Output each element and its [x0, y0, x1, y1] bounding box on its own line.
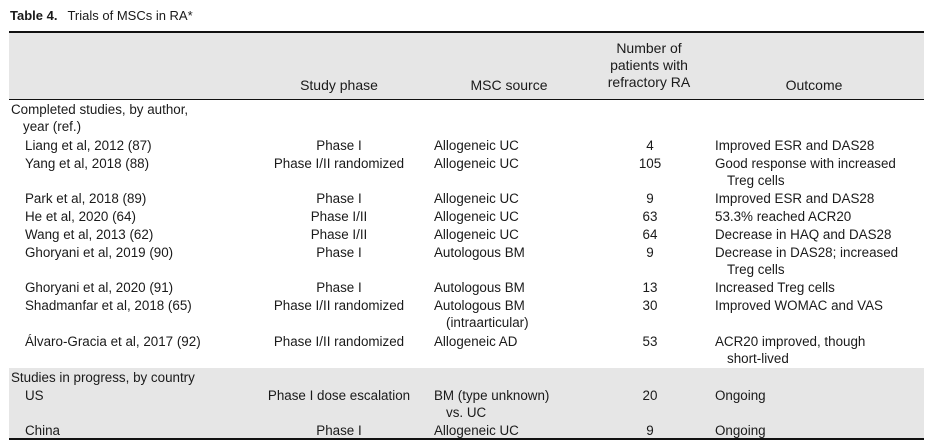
- table-caption: Table 4. Trials of MSCs in RA*: [10, 8, 193, 23]
- outcome-cell: Improved WOMAC and VAS: [715, 298, 883, 313]
- phase-cell: Phase I/II randomized: [273, 298, 405, 313]
- patients-cell: 13: [642, 280, 658, 295]
- header-patients-line: Number of: [616, 40, 682, 56]
- header-patients: Number of patients with refractory RA: [589, 40, 709, 91]
- section-label-completed: Completed studies, by author, year (ref.…: [11, 101, 188, 135]
- phase-cell: Phase I/II: [310, 209, 368, 224]
- phase-cell: Phase I: [316, 191, 362, 206]
- section-label-line: Completed studies, by author,: [11, 102, 189, 117]
- outcome-line: short-lived: [727, 351, 789, 366]
- source-cell: Allogeneic UC: [434, 227, 519, 242]
- table-title: Trials of MSCs in RA*: [67, 8, 193, 23]
- phase-cell: Phase I/II: [310, 227, 368, 242]
- outcome-cell: Ongoing: [715, 388, 766, 403]
- patients-cell: 9: [646, 191, 654, 206]
- study-cell: Ghoryani et al, 2020 (91): [25, 280, 174, 295]
- table-row: US Phase I dose escalation BM (type unkn…: [9, 387, 924, 421]
- source-line: BM (type unknown): [434, 388, 550, 403]
- outcome-cell: Good response with increased Treg cells: [715, 155, 896, 189]
- section-in-progress: Studies in progress, by country US Phase…: [9, 368, 924, 438]
- table-row: He et al, 2020 (64) Phase I/II Allogenei…: [9, 208, 924, 225]
- header-outcome: Outcome: [785, 77, 843, 93]
- source-line: Autologous BM: [434, 298, 525, 313]
- patients-cell: 53: [642, 334, 658, 349]
- table-header: Study phase MSC source Number of patient…: [9, 33, 924, 99]
- section-label-line: year (ref.): [23, 119, 82, 134]
- phase-cell: Phase I: [316, 245, 362, 260]
- study-cell: Yang et al, 2018 (88): [25, 156, 150, 171]
- table-label: Table 4.: [10, 8, 58, 23]
- bottom-rule: [9, 438, 924, 440]
- outcome-line: Good response with increased: [715, 156, 896, 171]
- table-row: Ghoryani et al, 2020 (91) Phase I Autolo…: [9, 279, 924, 296]
- header-msc-source: MSC source: [470, 77, 548, 93]
- outcome-line: Treg cells: [727, 262, 785, 277]
- source-cell: Allogeneic UC: [434, 209, 519, 224]
- header-patients-line: patients with: [610, 57, 688, 73]
- source-cell: Allogeneic UC: [434, 423, 519, 438]
- outcome-cell: Decrease in HAQ and DAS28: [715, 227, 892, 242]
- study-cell: Park et al, 2018 (89): [25, 191, 147, 206]
- study-cell: Ghoryani et al, 2019 (90): [25, 245, 174, 260]
- study-cell: Liang et al, 2012 (87): [25, 138, 152, 153]
- source-cell: Allogeneic UC: [434, 138, 519, 153]
- study-cell: He et al, 2020 (64): [25, 209, 136, 224]
- source-cell: Autologous BM: [434, 280, 525, 295]
- header-study-phase: Study phase: [300, 77, 378, 93]
- patients-cell: 105: [638, 156, 662, 171]
- top-rule: [9, 31, 924, 33]
- patients-cell: 30: [642, 298, 658, 313]
- table-row: China Phase I Allogeneic UC 9 Ongoing: [9, 422, 924, 438]
- outcome-cell: Decrease in DAS28; increased Treg cells: [715, 244, 898, 278]
- outcome-cell: Increased Treg cells: [715, 280, 835, 295]
- patients-cell: 9: [646, 423, 654, 438]
- section-label-in-progress: Studies in progress, by country: [11, 370, 195, 385]
- phase-cell: Phase I: [316, 138, 362, 153]
- outcome-line: Decrease in DAS28; increased: [715, 245, 899, 260]
- outcome-line: Treg cells: [727, 173, 785, 188]
- source-cell: Allogeneic UC: [434, 156, 519, 171]
- table-row: Yang et al, 2018 (88) Phase I/II randomi…: [9, 155, 924, 189]
- source-cell: Autologous BM (intraarticular): [434, 297, 529, 331]
- header-rule: [9, 99, 924, 100]
- patients-cell: 64: [642, 227, 658, 242]
- phase-cell: Phase I: [316, 280, 362, 295]
- patients-cell: 20: [642, 388, 658, 403]
- phase-cell: Phase I: [316, 423, 362, 438]
- study-cell: China: [25, 423, 60, 438]
- study-cell: Álvaro-Gracia et al, 2017 (92): [25, 334, 201, 349]
- outcome-cell: 53.3% reached ACR20: [715, 209, 852, 224]
- source-line: vs. UC: [446, 405, 487, 420]
- patients-cell: 9: [646, 245, 654, 260]
- patients-cell: 63: [642, 209, 658, 224]
- header-patients-line: refractory RA: [607, 74, 691, 90]
- table-row: Liang et al, 2012 (87) Phase I Allogenei…: [9, 137, 924, 154]
- patients-cell: 4: [646, 138, 654, 153]
- source-cell: Allogeneic AD: [434, 334, 518, 349]
- table-row: Wang et al, 2013 (62) Phase I/II Allogen…: [9, 226, 924, 243]
- phase-cell: Phase I/II randomized: [273, 334, 405, 349]
- study-cell: US: [25, 388, 44, 403]
- source-cell: Allogeneic UC: [434, 191, 519, 206]
- source-line: (intraarticular): [446, 315, 529, 330]
- source-cell: BM (type unknown) vs. UC: [434, 387, 549, 421]
- outcome-cell: Improved ESR and DAS28: [715, 191, 875, 206]
- outcome-cell: ACR20 improved, though short-lived: [715, 333, 865, 367]
- study-cell: Wang et al, 2013 (62): [25, 227, 154, 242]
- outcome-cell: Ongoing: [715, 423, 766, 438]
- study-cell: Shadmanfar et al, 2018 (65): [25, 298, 192, 313]
- table-row: Álvaro-Gracia et al, 2017 (92) Phase I/I…: [9, 333, 924, 367]
- outcome-cell: Improved ESR and DAS28: [715, 138, 875, 153]
- source-cell: Autologous BM: [434, 245, 525, 260]
- table-row: Park et al, 2018 (89) Phase I Allogeneic…: [9, 190, 924, 207]
- phase-cell: Phase I dose escalation: [267, 388, 411, 403]
- table-row: Ghoryani et al, 2019 (90) Phase I Autolo…: [9, 244, 924, 278]
- phase-cell: Phase I/II randomized: [273, 156, 405, 171]
- table-row: Shadmanfar et al, 2018 (65) Phase I/II r…: [9, 297, 924, 331]
- outcome-line: ACR20 improved, though: [715, 334, 866, 349]
